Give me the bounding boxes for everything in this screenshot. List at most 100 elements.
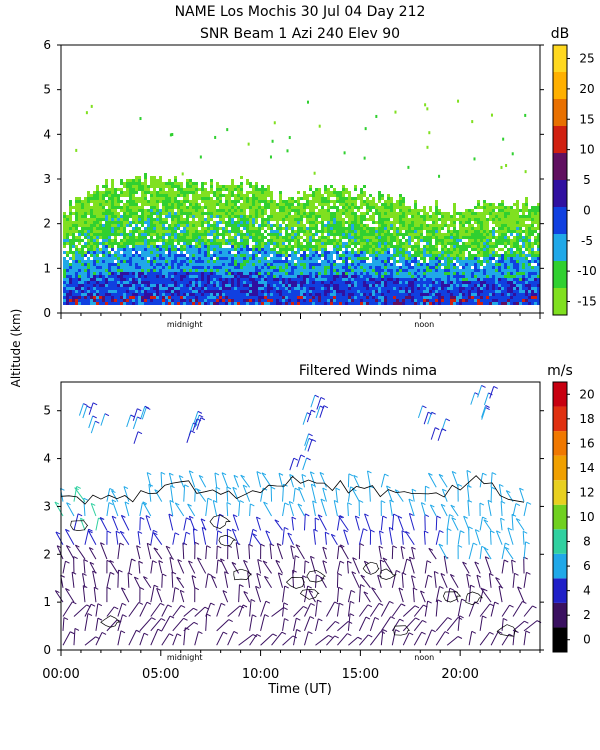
- wind-barb: [391, 545, 398, 560]
- wind-barb: [136, 545, 141, 560]
- wind-barb: [257, 558, 262, 574]
- wind-barb: [293, 629, 301, 646]
- wind-barb: [379, 530, 384, 545]
- wind-barb: [255, 585, 262, 603]
- wind-barb: [423, 411, 433, 425]
- x-axis-label: Time (UT): [267, 682, 332, 697]
- wind-barb: [287, 532, 294, 545]
- wind-barb: [176, 576, 185, 589]
- wind-barb: [120, 587, 130, 603]
- snr-y-tick-label: 6: [43, 38, 51, 52]
- wind-colorbar-tick-label: 20: [579, 387, 594, 401]
- wind-barb: [314, 618, 323, 631]
- wind-barb: [498, 483, 504, 502]
- wind-barb: [523, 541, 530, 560]
- snr-colorbar-swatch: [553, 234, 567, 261]
- wind-barb: [156, 587, 163, 603]
- wind-barb: [84, 528, 93, 545]
- wind-barb: [298, 486, 305, 502]
- wind-colorbar-swatch: [553, 578, 567, 603]
- wind-barb: [215, 486, 221, 502]
- wind-barb: [443, 555, 449, 574]
- wind-y-tick-label: 1: [43, 595, 51, 609]
- wind-barb: [73, 627, 80, 646]
- wind-barb: [358, 634, 373, 646]
- wind-barb: [205, 545, 211, 560]
- wind-barb: [512, 503, 521, 517]
- wind-barb: [196, 557, 207, 574]
- wind-colorbar-tick-label: 14: [579, 461, 594, 475]
- wind-barb: [161, 633, 174, 646]
- wind-barb: [463, 515, 470, 531]
- snr-colorbar-tick-label: 10: [579, 143, 594, 157]
- wind-barb: [106, 586, 112, 603]
- wind-barb: [511, 513, 517, 531]
- wind-barb: [214, 472, 220, 488]
- wind-barb: [309, 471, 316, 488]
- wind-barb: [99, 542, 108, 560]
- wind-barb: [150, 618, 166, 632]
- wind-barb: [438, 543, 448, 560]
- wind-barb: [304, 585, 312, 603]
- wind-barb: [146, 542, 152, 560]
- wind-barb: [231, 561, 240, 574]
- wind-barb: [128, 601, 144, 617]
- wind-barb: [127, 572, 133, 588]
- wind-barb: [295, 544, 305, 560]
- wind-barb: [260, 600, 271, 617]
- wind-barb: [411, 575, 416, 588]
- wind-x-marker-label: midnight: [167, 653, 203, 662]
- wind-barb: [316, 397, 326, 410]
- wind-barb: [347, 600, 355, 617]
- wind-barb: [490, 472, 497, 488]
- wind-barb: [389, 499, 395, 517]
- wind-barb: [476, 574, 482, 588]
- wind-barb: [205, 497, 213, 517]
- snr-y-tick-label: 0: [43, 306, 51, 320]
- wind-barb: [479, 472, 487, 488]
- wind-barb: [351, 488, 360, 502]
- wind-barb: [238, 604, 248, 617]
- wind-barb: [187, 503, 196, 517]
- snr-colorbar-swatch: [553, 72, 567, 99]
- wind-barb: [500, 500, 506, 517]
- wind-barb: [205, 573, 213, 588]
- wind-barb: [100, 413, 110, 426]
- wind-barb: [65, 588, 75, 603]
- wind-barb: [304, 602, 315, 617]
- wind-barb: [354, 515, 360, 531]
- wind-barb: [282, 502, 290, 517]
- wind-barb: [227, 631, 239, 646]
- wind-contour: [233, 568, 252, 581]
- wind-barb: [462, 561, 470, 574]
- wind-barb: [380, 616, 395, 632]
- wind-barb: [315, 405, 325, 419]
- wind-barb: [474, 561, 481, 574]
- wind-contour: [299, 589, 320, 600]
- wind-barb: [517, 586, 525, 603]
- wind-barb: [260, 614, 269, 631]
- wind-barb: [183, 531, 191, 545]
- wind-barb: [282, 526, 289, 545]
- snr-y-tick-label: 2: [43, 217, 51, 231]
- wind-barb: [446, 528, 452, 545]
- wind-barb: [358, 528, 368, 545]
- wind-barb: [249, 528, 258, 545]
- wind-barb: [435, 515, 442, 531]
- wind-y-tick-label: 2: [43, 547, 51, 561]
- wind-barb: [117, 542, 125, 560]
- wind-barb: [54, 590, 64, 603]
- snr-heatmap: [63, 99, 540, 305]
- wind-barb: [200, 518, 207, 531]
- wind-barb: [479, 516, 487, 531]
- wind-barb: [446, 616, 463, 632]
- wind-barb: [417, 405, 427, 419]
- wind-barb: [380, 515, 388, 531]
- wind-x-tick-label: 10:00: [242, 667, 279, 682]
- wind-barb: [115, 530, 121, 545]
- wind-barb: [337, 633, 352, 646]
- wind-barb: [358, 604, 373, 617]
- wind-barb: [282, 618, 289, 631]
- wind-barb: [326, 621, 340, 632]
